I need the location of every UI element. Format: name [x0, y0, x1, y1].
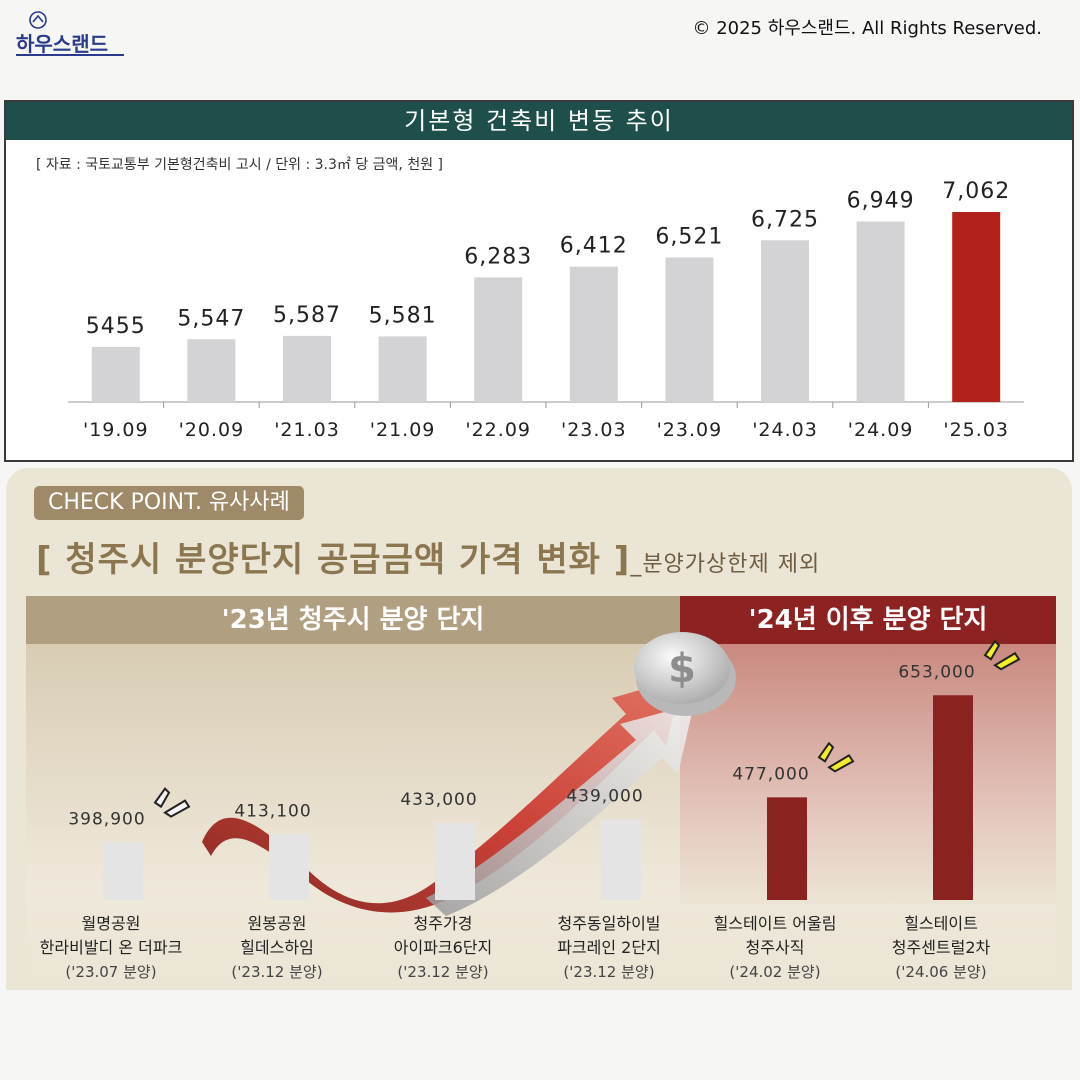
bar	[187, 339, 236, 402]
tick-label: '21.09	[370, 419, 436, 441]
bar	[665, 257, 714, 402]
complex-label-line2: 힐데스하임	[240, 938, 314, 957]
checkpoint-badge: CHECK POINT. 유사사례	[34, 486, 304, 520]
bar	[601, 819, 641, 900]
complex-label-line2: 한라비발디 온 더파크	[39, 938, 183, 957]
panel2-subtitle: [ 청주시 분양단지 공급금액 가격 변화 ]_분양가상한제 제외	[36, 532, 820, 581]
data-label: 6,725	[751, 207, 819, 232]
source-note: [ 자료 : 국토교통부 기본형건축비 고시 / 단위 : 3.3㎡ 당 금액,…	[36, 157, 444, 173]
bar	[761, 240, 809, 402]
complex-label-line1: 힐스테이트 어울림	[713, 914, 837, 933]
data-label: 413,100	[234, 801, 311, 821]
panel1-title: 기본형 건축비 변동 추이	[6, 102, 1072, 140]
copyright-text: © 2025 하우스랜드. All Rights Reserved.	[692, 18, 1042, 39]
complex-label-line1: 청주동일하이빌	[557, 914, 661, 933]
tick-label: '24.03	[752, 419, 818, 441]
complex-label-line2: 파크레인 2단지	[557, 938, 661, 957]
tick-label: '23.03	[561, 419, 627, 441]
complex-label-date: ('23.12 분양)	[563, 963, 655, 981]
logo-text: 하우스랜드	[16, 32, 108, 56]
bar	[378, 336, 427, 402]
recent-background	[680, 644, 1056, 904]
complex-label-date: ('23.12 분양)	[397, 963, 489, 981]
complex-label-line2: 아이파크6단지	[393, 938, 493, 957]
data-label: 439,000	[566, 786, 643, 806]
data-label: 6,412	[560, 234, 628, 259]
data-label: 398,900	[68, 810, 145, 830]
data-label: 5,587	[273, 303, 341, 328]
logo-underline	[16, 54, 124, 56]
subtitle-main: [ 청주시 분양단지 공급금액 가격 변화 ]	[36, 540, 631, 580]
data-label: 6,283	[464, 244, 532, 269]
bar	[91, 346, 140, 402]
construction-cost-chart: 5455 '19.09 5,547 '20.09 5,587 '21.03 5,581 '21…	[68, 179, 1024, 441]
spark-icon	[983, 639, 1021, 671]
spark-icon	[817, 741, 855, 773]
complex-label-date: ('23.07 분양)	[65, 963, 157, 981]
data-label: 477,000	[732, 764, 809, 784]
complex-label-date: ('24.06 분양)	[895, 963, 987, 981]
tick-label: '19.09	[83, 419, 149, 441]
svg-text:$: $	[668, 646, 696, 692]
subtitle-note: _분양가상한제 제외	[630, 552, 821, 577]
tick-label: '22.09	[465, 419, 531, 441]
tick-label: '21.03	[274, 419, 340, 441]
data-label: 6,521	[655, 224, 723, 249]
supply-price-chart: $ 398,900 413,100 433,000 439,000 477,000 653…	[68, 632, 1021, 916]
bar	[952, 211, 1001, 402]
bar	[569, 266, 618, 402]
bar	[933, 695, 973, 900]
tick-label: '24.09	[848, 419, 914, 441]
tick-label: '20.09	[179, 419, 245, 441]
complex-label-line2: 청주사직	[745, 938, 805, 957]
house-icon	[29, 11, 47, 29]
data-label: 5,547	[177, 306, 245, 331]
logo: 하우스랜드	[14, 10, 124, 56]
complex-label-line1: 힐스테이트	[904, 914, 978, 933]
complex-label-line1: 원봉공원	[247, 914, 307, 933]
complex-label-date: ('23.12 분양)	[231, 963, 323, 981]
bar	[269, 834, 309, 900]
data-label: 5,581	[369, 303, 437, 328]
tick-label: '25.03	[943, 419, 1009, 441]
data-label: 5455	[86, 314, 146, 339]
bar	[103, 842, 143, 900]
rising-arrow-icon	[202, 678, 694, 916]
construction-cost-panel: 기본형 건축비 변동 추이 [ 자료 : 국토교통부 기본형건축비 고시 / 단…	[4, 100, 1074, 462]
group-header-2024: '24년 이후 분양 단지	[680, 596, 1056, 644]
complex-label-line1: 월명공원	[81, 914, 141, 933]
tick-label: '23.09	[657, 419, 723, 441]
complex-label-line1: 청주가경	[413, 914, 473, 933]
data-label: 7,062	[942, 179, 1010, 204]
spark-icon	[153, 787, 191, 818]
bar	[474, 277, 523, 402]
bar	[283, 335, 331, 402]
bar	[767, 797, 807, 900]
complex-label-line2: 청주센트럴2차	[891, 938, 991, 957]
checkpoint-panel: CHECK POINT. 유사사례 [ 청주시 분양단지 공급금액 가격 변화 …	[6, 468, 1072, 990]
data-label: 433,000	[400, 790, 477, 810]
bar	[435, 822, 475, 900]
data-label: 6,949	[847, 188, 915, 213]
bar	[856, 221, 905, 402]
data-label: 653,000	[898, 662, 975, 682]
dollar-coin-icon: $	[634, 632, 736, 716]
complex-label-date: ('24.02 분양)	[729, 963, 821, 981]
group-header-2023: '23년 청주시 분양 단지	[26, 596, 680, 644]
